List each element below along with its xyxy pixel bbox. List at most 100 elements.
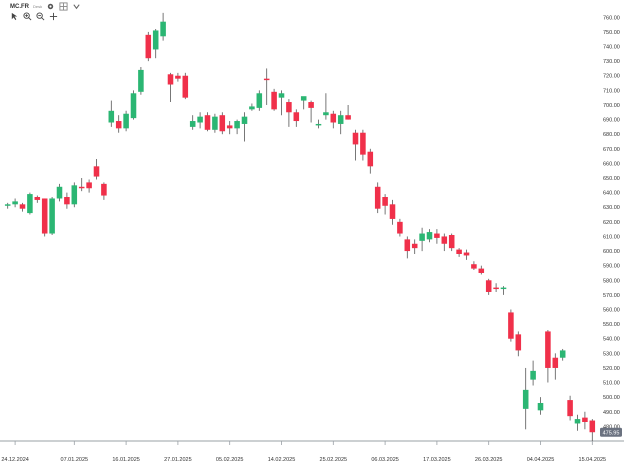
- candle[interactable]: [86, 179, 92, 193]
- candle[interactable]: [330, 110, 337, 129]
- candle[interactable]: [271, 88, 277, 111]
- candle[interactable]: [71, 182, 78, 208]
- candle[interactable]: [123, 110, 129, 132]
- candle[interactable]: [182, 72, 189, 100]
- candle[interactable]: [234, 119, 240, 135]
- candle[interactable]: [367, 148, 374, 174]
- chevron-down-icon[interactable]: [72, 2, 81, 11]
- candle[interactable]: [582, 411, 588, 430]
- y-tick-label: 700.00: [603, 103, 620, 109]
- candle[interactable]: [419, 227, 425, 252]
- candle[interactable]: [382, 194, 388, 215]
- candle[interactable]: [204, 112, 211, 132]
- candle[interactable]: [19, 202, 26, 212]
- candle[interactable]: [49, 197, 55, 235]
- settings-icon[interactable]: [46, 2, 55, 11]
- candle[interactable]: [559, 348, 566, 361]
- candle[interactable]: [167, 72, 174, 103]
- candle[interactable]: [478, 265, 485, 275]
- crosshair-icon[interactable]: [49, 12, 58, 21]
- candle[interactable]: [545, 329, 551, 383]
- candle[interactable]: [515, 331, 522, 357]
- candle[interactable]: [493, 283, 499, 292]
- y-tick-label: 490.00: [603, 410, 620, 416]
- candle[interactable]: [278, 90, 285, 116]
- candle[interactable]: [308, 100, 314, 123]
- zoom-out-icon[interactable]: [36, 12, 45, 21]
- candle[interactable]: [219, 112, 226, 135]
- candle[interactable]: [352, 129, 359, 161]
- candle[interactable]: [389, 199, 396, 225]
- candle[interactable]: [286, 99, 292, 127]
- candle[interactable]: [4, 202, 11, 209]
- candle[interactable]: [93, 159, 100, 180]
- candle[interactable]: [522, 367, 529, 430]
- candle[interactable]: [56, 183, 63, 202]
- cursor-icon[interactable]: [10, 12, 19, 21]
- candle-body-up: [212, 116, 218, 130]
- candle[interactable]: [567, 395, 573, 421]
- candle[interactable]: [101, 182, 107, 200]
- candle-body-up: [27, 194, 33, 214]
- candle[interactable]: [263, 68, 270, 105]
- candle[interactable]: [300, 96, 307, 110]
- candle[interactable]: [293, 109, 300, 127]
- candle-body-up: [4, 204, 11, 206]
- candle[interactable]: [189, 115, 196, 130]
- candle[interactable]: [441, 233, 448, 252]
- candle[interactable]: [115, 115, 122, 133]
- candle[interactable]: [108, 100, 115, 127]
- candle[interactable]: [434, 229, 440, 244]
- candle[interactable]: [404, 236, 411, 259]
- candle[interactable]: [574, 414, 581, 431]
- candle[interactable]: [530, 360, 536, 386]
- candle[interactable]: [152, 28, 159, 59]
- candle[interactable]: [500, 286, 507, 295]
- candle[interactable]: [552, 353, 559, 380]
- candle[interactable]: [448, 233, 455, 252]
- candle[interactable]: [537, 397, 544, 415]
- x-tick-label: 04.04.2025: [527, 457, 555, 463]
- candle[interactable]: [471, 261, 477, 271]
- candle-body-down: [219, 115, 226, 132]
- candle[interactable]: [345, 104, 351, 120]
- candle[interactable]: [337, 110, 344, 135]
- candle[interactable]: [212, 113, 218, 133]
- candle[interactable]: [426, 229, 433, 243]
- zoom-in-icon[interactable]: [23, 12, 32, 21]
- candle[interactable]: [78, 178, 85, 192]
- candle[interactable]: [12, 198, 18, 208]
- candle[interactable]: [241, 112, 248, 142]
- candle[interactable]: [485, 278, 492, 295]
- candle-body-down: [404, 239, 411, 252]
- candle[interactable]: [145, 31, 152, 62]
- candle-body-up: [197, 116, 203, 123]
- candle[interactable]: [138, 66, 144, 95]
- candle[interactable]: [41, 198, 48, 237]
- candle[interactable]: [256, 90, 263, 111]
- candle[interactable]: [315, 119, 322, 129]
- candle-body-down: [434, 233, 440, 238]
- candle[interactable]: [508, 309, 514, 342]
- candle[interactable]: [27, 192, 33, 215]
- candle[interactable]: [397, 218, 403, 237]
- candle[interactable]: [249, 103, 255, 111]
- candle[interactable]: [589, 419, 596, 441]
- candle[interactable]: [411, 239, 418, 254]
- candle[interactable]: [130, 90, 137, 120]
- candle[interactable]: [160, 12, 166, 41]
- grid-icon[interactable]: [59, 2, 68, 11]
- candle[interactable]: [226, 121, 233, 135]
- candle[interactable]: [34, 195, 41, 203]
- candle[interactable]: [175, 72, 181, 82]
- candle[interactable]: [64, 192, 70, 209]
- candle[interactable]: [463, 249, 470, 260]
- candle-body-down: [411, 243, 418, 249]
- candle[interactable]: [456, 248, 462, 257]
- candle[interactable]: [374, 182, 381, 214]
- candle[interactable]: [323, 93, 329, 120]
- candle[interactable]: [360, 129, 366, 161]
- candle-body-up: [130, 93, 137, 119]
- candle[interactable]: [197, 112, 203, 129]
